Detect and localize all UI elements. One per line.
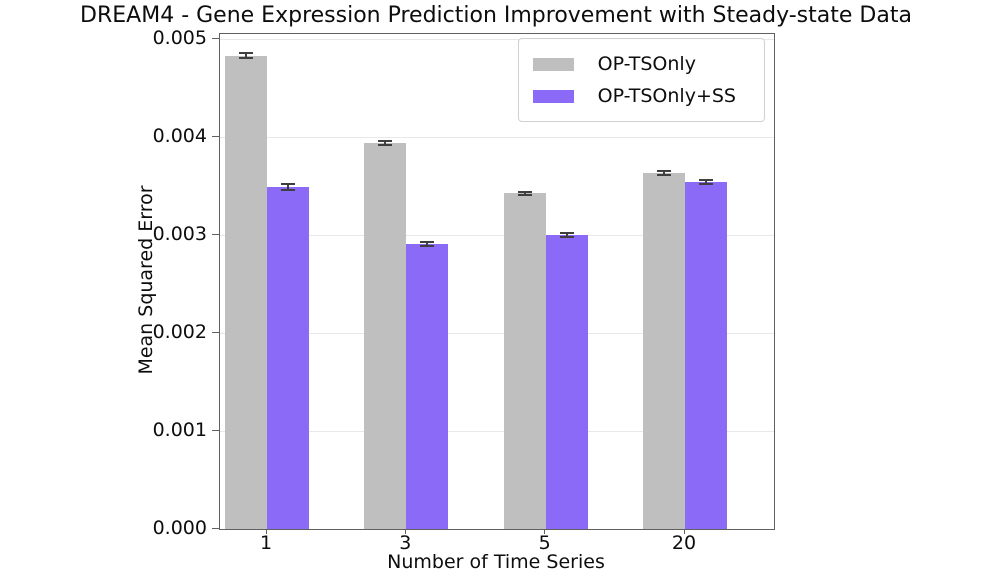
- x-tick-mark: [265, 529, 267, 534]
- error-bar-cap: [420, 241, 435, 244]
- error-bar-cap: [281, 182, 295, 185]
- legend-item: OP-TSOnly+SS: [532, 80, 750, 112]
- gridline: [220, 137, 774, 139]
- bar: [545, 234, 588, 529]
- y-tick-label: 0.004: [152, 125, 207, 148]
- y-tick-label: 0.005: [152, 27, 207, 50]
- gridline: [220, 332, 774, 334]
- x-tick-label: 1: [259, 532, 273, 554]
- error-bar: [705, 179, 707, 184]
- x-tick-mark: [544, 529, 546, 534]
- y-axis-label: Mean Squared Error: [135, 185, 157, 375]
- y-tick-label: 0.001: [152, 418, 207, 441]
- y-tick-mark: [212, 38, 219, 40]
- x-tick-label: 5: [538, 532, 551, 554]
- bar: [267, 186, 309, 529]
- error-bar: [245, 52, 247, 59]
- gridline: [220, 430, 774, 432]
- error-bar-cap: [559, 231, 574, 234]
- x-axis-label: Number of Time Series: [387, 551, 605, 573]
- legend-swatch: [532, 57, 574, 71]
- y-tick-mark: [212, 331, 219, 333]
- error-bar-cap: [699, 178, 713, 181]
- error-bar: [565, 232, 568, 237]
- error-bar-cap: [517, 190, 532, 193]
- legend: OP-TSOnly OP-TSOnly+SS: [517, 38, 765, 122]
- error-bar-cap: [378, 143, 393, 146]
- bar: [503, 193, 546, 529]
- x-tick-mark: [683, 529, 685, 534]
- error-bar-cap: [657, 169, 671, 172]
- chart-title: DREAM4 - Gene Expression Prediction Impr…: [80, 3, 912, 28]
- legend-label: OP-TSOnly+SS: [597, 85, 736, 107]
- plot-area: OP-TSOnly OP-TSOnly+SS: [219, 33, 775, 530]
- error-bar-cap: [517, 194, 532, 197]
- y-tick-label: 0.002: [152, 320, 207, 343]
- gridline: [220, 39, 774, 41]
- bar: [364, 142, 407, 529]
- error-bar: [663, 170, 665, 175]
- bar: [685, 181, 727, 529]
- error-bar: [523, 191, 526, 196]
- error-bar-cap: [559, 235, 574, 238]
- y-tick-label: 0.003: [152, 223, 207, 246]
- error-bar-cap: [420, 245, 435, 248]
- gridline: [220, 235, 774, 237]
- error-bar: [384, 140, 387, 145]
- x-tick-mark: [404, 529, 406, 534]
- error-bar-cap: [657, 173, 671, 176]
- bar: [225, 55, 267, 529]
- x-tick-label: 20: [671, 532, 697, 554]
- legend-item: OP-TSOnly: [532, 48, 750, 80]
- error-bar-cap: [699, 182, 713, 185]
- bar: [406, 244, 449, 529]
- legend-swatch: [532, 89, 574, 103]
- error-bar-cap: [378, 139, 393, 142]
- error-bar: [287, 183, 289, 190]
- y-tick-mark: [212, 527, 219, 529]
- error-bar-cap: [239, 57, 253, 60]
- error-bar-cap: [281, 188, 295, 191]
- y-tick-mark: [212, 136, 219, 138]
- y-tick-mark: [212, 429, 219, 431]
- bar: [643, 172, 685, 529]
- error-bar-cap: [239, 51, 253, 54]
- y-tick-mark: [212, 234, 219, 236]
- error-bar: [426, 242, 429, 247]
- legend-label: OP-TSOnly: [597, 53, 696, 75]
- x-tick-label: 3: [399, 532, 412, 554]
- y-tick-label: 0.000: [152, 516, 207, 539]
